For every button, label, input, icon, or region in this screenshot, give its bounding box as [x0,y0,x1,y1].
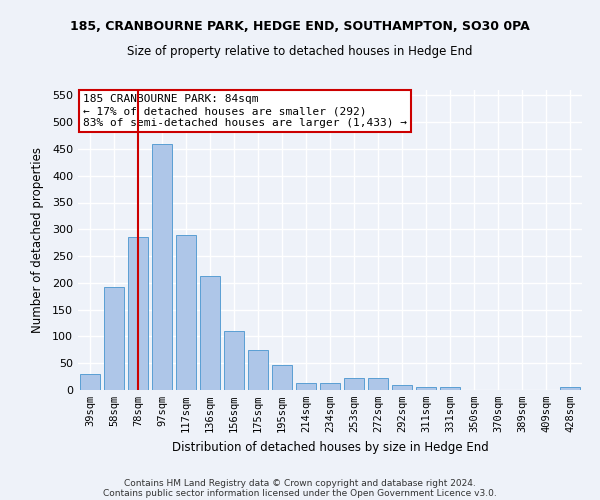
Bar [152,144,172,390]
Bar [416,388,436,390]
Bar [272,366,292,390]
X-axis label: Distribution of detached houses by size in Hedge End: Distribution of detached houses by size … [172,440,488,454]
Text: 185 CRANBOURNE PARK: 84sqm
← 17% of detached houses are smaller (292)
83% of sem: 185 CRANBOURNE PARK: 84sqm ← 17% of deta… [83,94,407,128]
Bar [344,378,364,390]
Bar [80,374,100,390]
Bar [560,388,580,390]
Bar [248,350,268,390]
Text: 185, CRANBOURNE PARK, HEDGE END, SOUTHAMPTON, SO30 0PA: 185, CRANBOURNE PARK, HEDGE END, SOUTHAM… [70,20,530,33]
Text: Size of property relative to detached houses in Hedge End: Size of property relative to detached ho… [127,45,473,58]
Bar [104,287,124,390]
Bar [368,378,388,390]
Bar [392,385,412,390]
Bar [176,234,196,390]
Y-axis label: Number of detached properties: Number of detached properties [31,147,44,333]
Bar [224,331,244,390]
Bar [440,388,460,390]
Text: Contains HM Land Registry data © Crown copyright and database right 2024.: Contains HM Land Registry data © Crown c… [124,478,476,488]
Bar [320,383,340,390]
Bar [296,382,316,390]
Text: Contains public sector information licensed under the Open Government Licence v3: Contains public sector information licen… [103,488,497,498]
Bar [128,238,148,390]
Bar [200,276,220,390]
